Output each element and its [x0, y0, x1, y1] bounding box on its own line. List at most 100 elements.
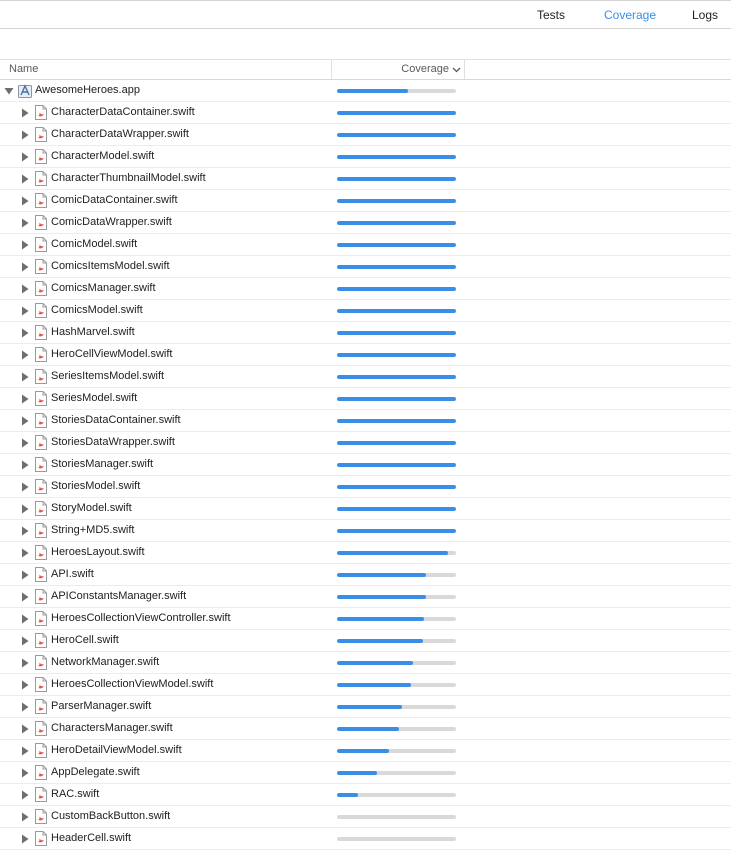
disclosure-collapsed-icon[interactable]: [21, 196, 29, 206]
disclosure-collapsed-icon[interactable]: [21, 570, 29, 580]
disclosure-collapsed-icon[interactable]: [21, 724, 29, 734]
tree-row[interactable]: ComicDataWrapper.swift: [0, 212, 731, 234]
disclosure-expanded-icon[interactable]: [4, 87, 14, 97]
tab-logs[interactable]: Logs: [692, 8, 719, 22]
coverage-bar: [337, 727, 456, 731]
column-divider[interactable]: [464, 60, 465, 79]
disclosure-collapsed-icon[interactable]: [21, 152, 29, 162]
disclosure-collapsed-icon[interactable]: [21, 680, 29, 690]
disclosure-collapsed-icon[interactable]: [21, 416, 29, 426]
coverage-bar: [337, 331, 456, 335]
swift-file-icon: [35, 325, 47, 340]
file-name: String+MD5.swift: [51, 524, 135, 536]
disclosure-collapsed-icon[interactable]: [21, 614, 29, 624]
coverage-bar: [337, 353, 456, 357]
tree-row[interactable]: StoryModel.swift: [0, 498, 731, 520]
swift-file-icon: [35, 721, 47, 736]
tree-row[interactable]: CharacterThumbnailModel.swift: [0, 168, 731, 190]
coverage-bar-fill: [337, 529, 456, 533]
disclosure-collapsed-icon[interactable]: [21, 658, 29, 668]
disclosure-collapsed-icon[interactable]: [21, 768, 29, 778]
tree-row[interactable]: SeriesModel.swift: [0, 388, 731, 410]
coverage-bar: [337, 199, 456, 203]
file-name: HeroesCollectionViewModel.swift: [51, 678, 214, 690]
swift-file-icon: [35, 633, 47, 648]
tree-row[interactable]: CharacterDataContainer.swift: [0, 102, 731, 124]
tree-row[interactable]: HeroesLayout.swift: [0, 542, 731, 564]
tree-row[interactable]: StoriesManager.swift: [0, 454, 731, 476]
coverage-bar: [337, 749, 456, 753]
tree-row[interactable]: StoriesDataContainer.swift: [0, 410, 731, 432]
coverage-bar-fill: [337, 463, 456, 467]
disclosure-collapsed-icon[interactable]: [21, 350, 29, 360]
tree-row[interactable]: HeroCellViewModel.swift: [0, 344, 731, 366]
tree-row[interactable]: RAC.swift: [0, 784, 731, 806]
tree-row[interactable]: ComicsModel.swift: [0, 300, 731, 322]
tab-coverage[interactable]: Coverage: [604, 8, 657, 22]
tree-row[interactable]: HeaderCell.swift: [0, 828, 731, 850]
tree-row[interactable]: NetworkManager.swift: [0, 652, 731, 674]
disclosure-collapsed-icon[interactable]: [21, 174, 29, 184]
disclosure-collapsed-icon[interactable]: [21, 636, 29, 646]
coverage-bar: [337, 815, 456, 819]
column-divider[interactable]: [331, 60, 332, 79]
disclosure-collapsed-icon[interactable]: [21, 834, 29, 844]
disclosure-collapsed-icon[interactable]: [21, 790, 29, 800]
tree-row[interactable]: HeroCell.swift: [0, 630, 731, 652]
disclosure-collapsed-icon[interactable]: [21, 482, 29, 492]
tree-row[interactable]: ParserManager.swift: [0, 696, 731, 718]
tree-row[interactable]: HeroesCollectionViewController.swift: [0, 608, 731, 630]
disclosure-collapsed-icon[interactable]: [21, 328, 29, 338]
disclosure-collapsed-icon[interactable]: [21, 592, 29, 602]
tree-row[interactable]: HashMarvel.swift: [0, 322, 731, 344]
tree-row[interactable]: SeriesItemsModel.swift: [0, 366, 731, 388]
tree-row[interactable]: HeroesCollectionViewModel.swift: [0, 674, 731, 696]
coverage-bar-fill: [337, 309, 456, 313]
disclosure-collapsed-icon[interactable]: [21, 702, 29, 712]
file-name: HeroDetailViewModel.swift: [51, 744, 182, 756]
tree-row[interactable]: AppDelegate.swift: [0, 762, 731, 784]
swift-file-icon: [35, 611, 47, 626]
tree-row[interactable]: ComicsItemsModel.swift: [0, 256, 731, 278]
disclosure-collapsed-icon[interactable]: [21, 526, 29, 536]
coverage-bar-fill: [337, 221, 456, 225]
disclosure-collapsed-icon[interactable]: [21, 438, 29, 448]
tree-row-root[interactable]: AwesomeHeroes.app: [0, 80, 731, 102]
column-header-coverage[interactable]: Coverage: [336, 60, 462, 79]
disclosure-collapsed-icon[interactable]: [21, 218, 29, 228]
coverage-bar: [337, 661, 456, 665]
disclosure-collapsed-icon[interactable]: [21, 372, 29, 382]
tree-row[interactable]: ComicDataContainer.swift: [0, 190, 731, 212]
tree-row[interactable]: ComicModel.swift: [0, 234, 731, 256]
tree-row[interactable]: CustomBackButton.swift: [0, 806, 731, 828]
coverage-bar: [337, 573, 456, 577]
tree-row[interactable]: APIConstantsManager.swift: [0, 586, 731, 608]
tree-row[interactable]: API.swift: [0, 564, 731, 586]
tree-row[interactable]: CharacterModel.swift: [0, 146, 731, 168]
disclosure-collapsed-icon[interactable]: [21, 548, 29, 558]
disclosure-collapsed-icon[interactable]: [21, 130, 29, 140]
tree-row[interactable]: HeroDetailViewModel.swift: [0, 740, 731, 762]
disclosure-collapsed-icon[interactable]: [21, 504, 29, 514]
disclosure-collapsed-icon[interactable]: [21, 262, 29, 272]
column-header-name[interactable]: Name: [9, 63, 39, 75]
disclosure-collapsed-icon[interactable]: [21, 306, 29, 316]
disclosure-collapsed-icon[interactable]: [21, 812, 29, 822]
tree-row[interactable]: CharacterDataWrapper.swift: [0, 124, 731, 146]
coverage-bar-fill: [337, 441, 456, 445]
disclosure-collapsed-icon[interactable]: [21, 746, 29, 756]
swift-file-icon: [35, 545, 47, 560]
swift-file-icon: [35, 347, 47, 362]
file-name: HashMarvel.swift: [51, 326, 135, 338]
disclosure-collapsed-icon[interactable]: [21, 394, 29, 404]
disclosure-collapsed-icon[interactable]: [21, 240, 29, 250]
disclosure-collapsed-icon[interactable]: [21, 460, 29, 470]
disclosure-collapsed-icon[interactable]: [21, 284, 29, 294]
tree-row[interactable]: ComicsManager.swift: [0, 278, 731, 300]
tree-row[interactable]: StoriesModel.swift: [0, 476, 731, 498]
tree-row[interactable]: StoriesDataWrapper.swift: [0, 432, 731, 454]
disclosure-collapsed-icon[interactable]: [21, 108, 29, 118]
tree-row[interactable]: String+MD5.swift: [0, 520, 731, 542]
tree-row[interactable]: CharactersManager.swift: [0, 718, 731, 740]
tab-tests[interactable]: Tests: [537, 8, 566, 22]
